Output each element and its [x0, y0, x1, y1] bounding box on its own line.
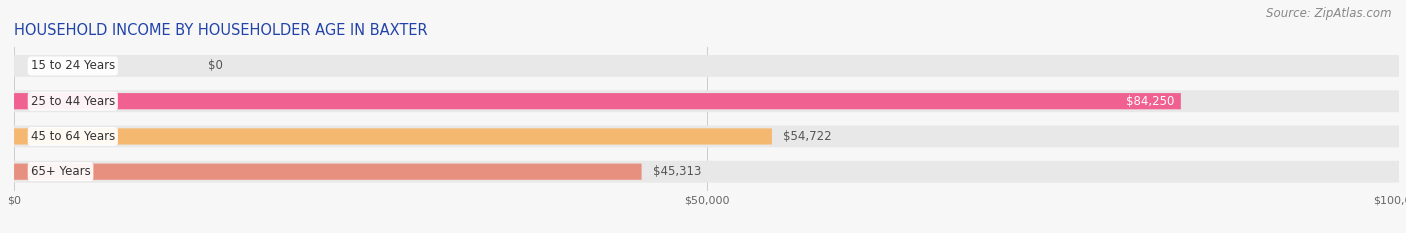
- Text: 65+ Years: 65+ Years: [31, 165, 90, 178]
- Text: 15 to 24 Years: 15 to 24 Years: [31, 59, 115, 72]
- FancyBboxPatch shape: [14, 128, 772, 144]
- Text: Source: ZipAtlas.com: Source: ZipAtlas.com: [1267, 7, 1392, 20]
- Text: $84,250: $84,250: [1126, 95, 1174, 108]
- FancyBboxPatch shape: [14, 93, 1181, 109]
- FancyBboxPatch shape: [14, 90, 1399, 112]
- Text: HOUSEHOLD INCOME BY HOUSEHOLDER AGE IN BAXTER: HOUSEHOLD INCOME BY HOUSEHOLDER AGE IN B…: [14, 24, 427, 38]
- FancyBboxPatch shape: [14, 126, 1399, 147]
- Text: 25 to 44 Years: 25 to 44 Years: [31, 95, 115, 108]
- Text: $45,313: $45,313: [652, 165, 702, 178]
- FancyBboxPatch shape: [14, 55, 1399, 77]
- FancyBboxPatch shape: [14, 161, 1399, 183]
- Text: $54,722: $54,722: [783, 130, 831, 143]
- Text: 45 to 64 Years: 45 to 64 Years: [31, 130, 115, 143]
- FancyBboxPatch shape: [14, 164, 641, 180]
- Text: $0: $0: [208, 59, 222, 72]
